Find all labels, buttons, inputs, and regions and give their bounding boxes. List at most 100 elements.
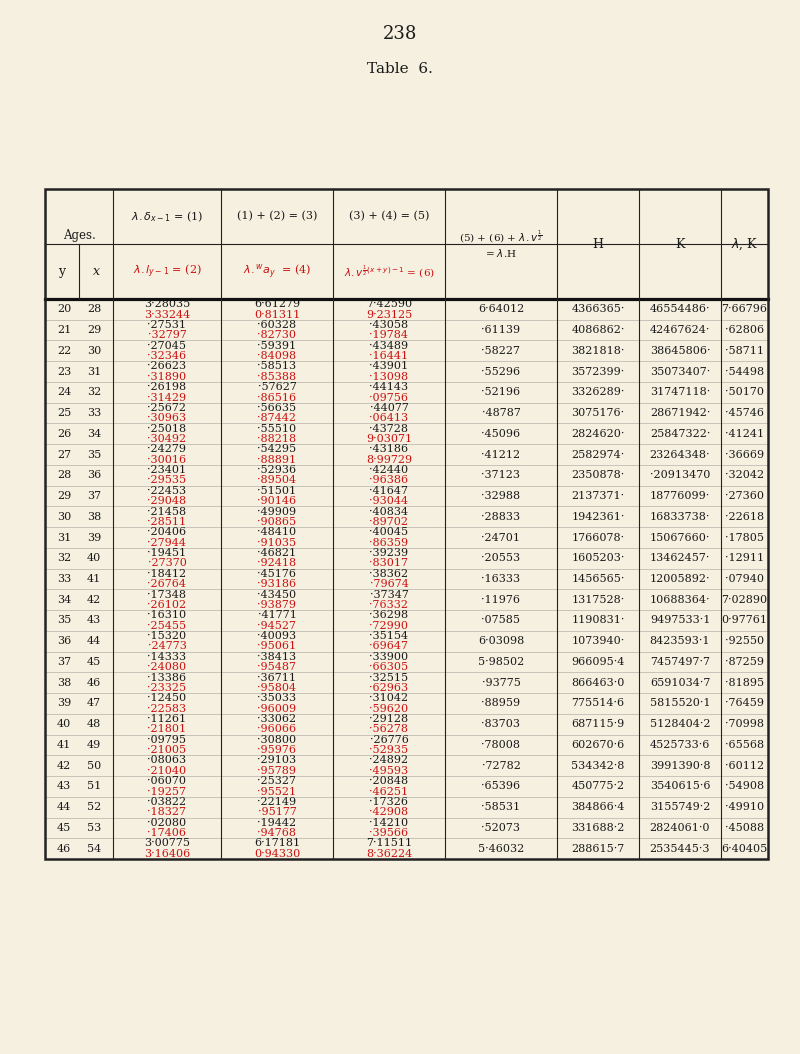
- Text: ·92550: ·92550: [725, 637, 764, 646]
- Text: 38: 38: [87, 512, 101, 522]
- Text: H: H: [593, 237, 603, 251]
- Text: 966095·4: 966095·4: [571, 657, 625, 667]
- Text: ·26776: ·26776: [370, 735, 409, 745]
- Text: 21: 21: [57, 325, 71, 335]
- Text: ·29128: ·29128: [370, 714, 409, 724]
- Text: 53: 53: [87, 823, 101, 833]
- Text: ·91035: ·91035: [258, 538, 297, 548]
- Text: 46554486·: 46554486·: [650, 305, 710, 314]
- Text: 42467624·: 42467624·: [650, 325, 710, 335]
- Text: (3) + (4) = (5): (3) + (4) = (5): [349, 212, 429, 221]
- Text: ·07585: ·07585: [482, 616, 521, 625]
- Text: 35: 35: [57, 616, 71, 625]
- Text: 7·42590: 7·42590: [366, 299, 412, 309]
- Text: ·31429: ·31429: [147, 392, 186, 403]
- Text: ·59620: ·59620: [370, 704, 409, 714]
- Text: ·95521: ·95521: [258, 786, 297, 797]
- Text: 3821818·: 3821818·: [571, 346, 625, 356]
- Text: 54: 54: [87, 843, 101, 854]
- Text: 28: 28: [57, 470, 71, 481]
- Text: 4366365·: 4366365·: [571, 305, 625, 314]
- Text: 32: 32: [87, 387, 101, 397]
- Text: ·86359: ·86359: [370, 538, 409, 548]
- Text: ·72782: ·72782: [482, 761, 521, 770]
- Text: ·86516: ·86516: [258, 392, 297, 403]
- Text: 238: 238: [383, 25, 417, 43]
- Text: ·92418: ·92418: [258, 559, 297, 568]
- Text: ·26764: ·26764: [147, 580, 186, 589]
- Text: ·52073: ·52073: [482, 823, 521, 833]
- Text: ·27045: ·27045: [147, 340, 186, 351]
- Text: ·09756: ·09756: [370, 392, 409, 403]
- Text: ·41212: ·41212: [482, 450, 521, 460]
- Bar: [45, 189, 768, 859]
- Text: ·15320: ·15320: [147, 631, 186, 641]
- Text: ·45746: ·45746: [725, 408, 764, 418]
- Text: 38645806·: 38645806·: [650, 346, 710, 356]
- Text: 44: 44: [87, 637, 101, 646]
- Text: ·83017: ·83017: [370, 559, 409, 568]
- Text: 13462457·: 13462457·: [650, 553, 710, 563]
- Text: ·56278: ·56278: [370, 724, 409, 735]
- Text: 40: 40: [87, 553, 101, 563]
- Text: ·50170: ·50170: [725, 387, 764, 397]
- Text: ·52196: ·52196: [482, 387, 521, 397]
- Text: ·88959: ·88959: [482, 699, 521, 708]
- Text: ·32042: ·32042: [725, 470, 764, 481]
- Text: ·24279: ·24279: [147, 445, 186, 454]
- Text: 43: 43: [57, 781, 71, 792]
- Text: ·96386: ·96386: [370, 475, 409, 486]
- Text: 4086862·: 4086862·: [571, 325, 625, 335]
- Text: ·19451: ·19451: [147, 548, 186, 558]
- Text: ·21801: ·21801: [147, 724, 186, 735]
- Text: 3572399·: 3572399·: [571, 367, 625, 376]
- Text: ·52936: ·52936: [258, 465, 297, 475]
- Text: ·93044: ·93044: [370, 496, 409, 506]
- Text: 3·28035: 3·28035: [144, 299, 190, 309]
- Text: ·13098: ·13098: [370, 372, 409, 382]
- Text: 46: 46: [57, 843, 71, 854]
- Text: 31: 31: [57, 532, 71, 543]
- Text: 7·11511: 7·11511: [366, 838, 412, 848]
- Text: ·58711: ·58711: [725, 346, 764, 356]
- Text: 534342·8: 534342·8: [571, 761, 625, 770]
- Text: ·17348: ·17348: [147, 589, 186, 600]
- Text: 5·46032: 5·46032: [478, 843, 524, 854]
- Text: ·55296: ·55296: [482, 367, 521, 376]
- Text: ·58531: ·58531: [482, 802, 521, 813]
- Text: ·43489: ·43489: [370, 340, 409, 351]
- Text: 1766078·: 1766078·: [571, 532, 625, 543]
- Text: 3·00775: 3·00775: [144, 838, 190, 848]
- Text: 2350878·: 2350878·: [571, 470, 625, 481]
- Text: 50: 50: [87, 761, 101, 770]
- Text: 2137371·: 2137371·: [571, 491, 625, 501]
- Text: ·66305: ·66305: [370, 662, 409, 672]
- Text: ·82730: ·82730: [258, 330, 297, 340]
- Text: ·27360: ·27360: [725, 491, 764, 501]
- Text: ·28511: ·28511: [147, 516, 186, 527]
- Text: 39: 39: [87, 532, 101, 543]
- Text: 1073940·: 1073940·: [571, 637, 625, 646]
- Text: 37: 37: [87, 491, 101, 501]
- Text: ·24701: ·24701: [482, 532, 521, 543]
- Text: 35073407·: 35073407·: [650, 367, 710, 376]
- Text: 0·97761: 0·97761: [722, 616, 767, 625]
- Text: ·23325: ·23325: [147, 683, 186, 692]
- Text: ·45176: ·45176: [258, 569, 297, 579]
- Text: ·54498: ·54498: [725, 367, 764, 376]
- Text: 32: 32: [57, 553, 71, 563]
- Text: x: x: [93, 265, 99, 278]
- Text: ·41771: ·41771: [258, 610, 297, 621]
- Text: 38: 38: [57, 678, 71, 687]
- Text: 1605203·: 1605203·: [571, 553, 625, 563]
- Text: ·57627: ·57627: [258, 383, 297, 392]
- Text: ·08063: ·08063: [147, 756, 186, 765]
- Text: ·96066: ·96066: [258, 724, 297, 735]
- Text: ·20848: ·20848: [370, 776, 409, 786]
- Text: 450775·2: 450775·2: [571, 781, 625, 792]
- Text: ·24080: ·24080: [147, 662, 186, 672]
- Text: 12005892·: 12005892·: [650, 574, 710, 584]
- Text: ·14210: ·14210: [370, 818, 409, 827]
- Text: 37: 37: [57, 657, 71, 667]
- Text: ·33062: ·33062: [258, 714, 297, 724]
